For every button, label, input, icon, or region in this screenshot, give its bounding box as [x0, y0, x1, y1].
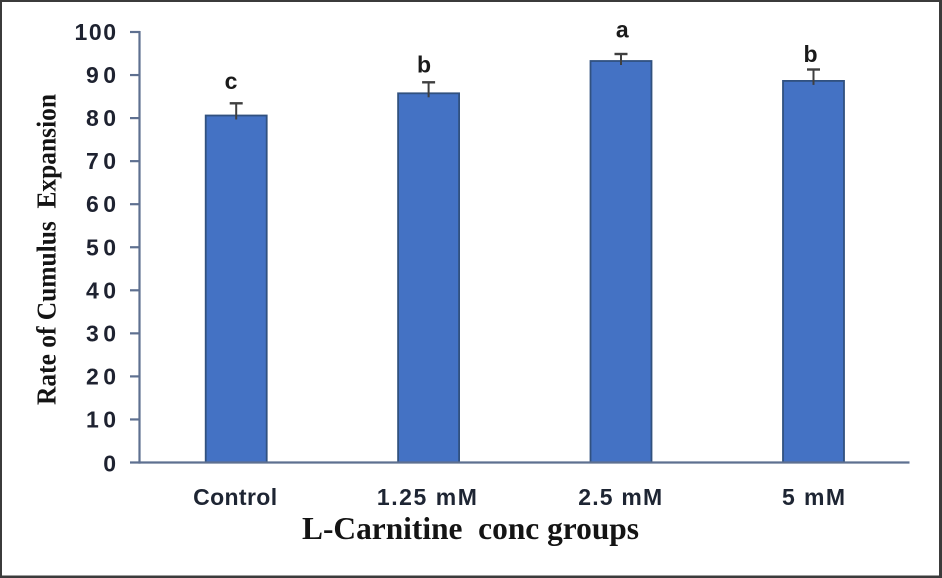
svg-text:b: b — [417, 52, 431, 78]
svg-text:a: a — [616, 17, 629, 43]
svg-text:0: 0 — [103, 451, 116, 477]
svg-text:5 mM: 5 mM — [782, 484, 845, 510]
svg-text:b: b — [803, 41, 817, 67]
svg-text:100: 100 — [75, 19, 117, 45]
svg-text:c: c — [225, 68, 238, 94]
svg-text:1.25 mM: 1.25 mM — [377, 484, 477, 510]
svg-text:Control: Control — [193, 484, 277, 510]
svg-text:Rate of Cumulus Expansion: Rate of Cumulus Expansion — [32, 94, 62, 405]
svg-text:L-Carnitine conc groups: L-Carnitine conc groups — [302, 511, 639, 546]
